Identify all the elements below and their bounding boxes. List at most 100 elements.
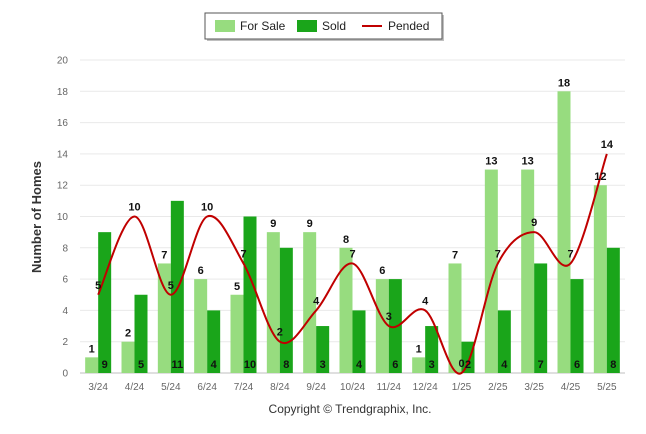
y-tick-label: 16 (57, 118, 69, 129)
legend-label-pended: Pended (388, 19, 429, 33)
x-tick-label: 7/24 (234, 382, 254, 393)
label-for-sale: 6 (379, 265, 385, 277)
x-tick-label: 6/24 (197, 382, 217, 393)
bar-sold (425, 326, 439, 373)
data-labels: 1925711645109893846613721341371861285105… (89, 77, 617, 371)
label-pended: 7 (240, 248, 246, 260)
label-pended: 0 (458, 358, 464, 370)
bar-for-sale (230, 294, 244, 373)
x-tick-label: 5/24 (161, 382, 181, 393)
y-tick-label: 12 (57, 181, 69, 192)
label-for-sale: 2 (125, 328, 131, 340)
y-tick-label: 4 (62, 306, 68, 317)
label-sold: 7 (538, 359, 544, 371)
bar-for-sale (557, 91, 571, 374)
bar-for-sale (484, 169, 498, 373)
label-pended: 5 (95, 280, 101, 292)
legend-swatch-sold (297, 20, 317, 32)
label-pended: 4 (422, 295, 429, 307)
label-sold: 4 (501, 359, 508, 371)
y-tick-label: 18 (57, 87, 69, 98)
copyright-text: Copyright © Trendgraphix, Inc. (269, 402, 432, 416)
x-tick-label: 12/24 (413, 382, 438, 393)
x-tick-label: 9/24 (306, 382, 326, 393)
label-for-sale: 13 (522, 156, 534, 168)
legend-label-for-sale: For Sale (240, 19, 286, 33)
y-tick-label: 14 (57, 149, 69, 160)
label-pended: 9 (531, 217, 537, 229)
bar-for-sale (266, 232, 280, 373)
x-tick-label: 5/25 (597, 382, 617, 393)
x-tick-label: 3/24 (88, 382, 108, 393)
bar-sold (207, 310, 221, 373)
x-tick-label: 4/25 (561, 382, 581, 393)
label-sold: 11 (172, 359, 184, 371)
label-sold: 4 (211, 359, 218, 371)
bar-for-sale (303, 232, 317, 373)
label-for-sale: 9 (307, 218, 313, 230)
bar-for-sale (194, 279, 208, 373)
label-for-sale: 6 (198, 265, 204, 277)
bar-sold (461, 341, 475, 373)
bar-sold (98, 232, 112, 373)
label-sold: 8 (610, 359, 616, 371)
y-tick-label: 10 (57, 212, 69, 223)
y-axis: 0 2 4 6 8 10 12 14 16 18 20 (57, 56, 69, 380)
label-pended: 10 (128, 202, 140, 214)
label-pended: 7 (567, 248, 573, 260)
x-tick-label: 8/24 (270, 382, 290, 393)
label-sold: 5 (138, 359, 144, 371)
label-sold: 8 (283, 359, 289, 371)
bar-for-sale (521, 169, 535, 373)
label-for-sale: 1 (416, 343, 422, 355)
label-pended: 3 (386, 311, 392, 323)
label-for-sale: 13 (485, 156, 497, 168)
label-for-sale: 18 (558, 77, 570, 89)
label-pended: 14 (601, 139, 614, 151)
label-for-sale: 5 (234, 281, 240, 293)
bar-for-sale (85, 357, 99, 373)
bar-for-sale (339, 247, 353, 373)
y-tick-label: 0 (62, 369, 68, 380)
label-sold: 9 (102, 359, 108, 371)
legend-label-sold: Sold (322, 19, 346, 33)
bar-sold (606, 247, 620, 373)
x-tick-label: 4/24 (125, 382, 145, 393)
bar-sold (570, 279, 584, 373)
bar-for-sale (412, 357, 426, 373)
y-axis-title: Number of Homes (29, 161, 44, 273)
x-axis: 3/24 4/24 5/24 6/24 7/24 8/24 9/24 10/24 11/24 12… (88, 382, 617, 393)
label-sold: 3 (429, 359, 435, 371)
y-tick-label: 2 (62, 337, 68, 348)
bar-sold (134, 294, 148, 373)
y-tick-label: 6 (62, 275, 68, 286)
bar-sold (316, 326, 330, 373)
label-pended: 7 (495, 248, 501, 260)
label-sold: 4 (356, 359, 363, 371)
label-pended: 5 (168, 280, 174, 292)
pended-line (97, 153, 608, 375)
y-tick-label: 8 (62, 243, 68, 254)
x-tick-label: 2/25 (488, 382, 508, 393)
pended-line-group (97, 153, 608, 375)
bar-for-sale (448, 263, 462, 373)
bar-sold (352, 310, 366, 373)
label-pended: 7 (349, 248, 355, 260)
x-tick-label: 1/25 (452, 382, 472, 393)
bar-for-sale (593, 185, 607, 373)
legend-swatch-for-sale (215, 20, 235, 32)
bar-sold (497, 310, 511, 373)
bar-sold (534, 263, 548, 373)
legend-box (204, 12, 443, 40)
label-pended: 4 (313, 295, 320, 307)
bar-for-sale (121, 341, 135, 373)
label-sold: 6 (392, 359, 398, 371)
label-sold: 3 (320, 359, 326, 371)
label-pended: 2 (277, 327, 283, 339)
label-for-sale: 9 (270, 218, 276, 230)
label-for-sale: 7 (161, 249, 167, 261)
bar-for-sale (375, 279, 389, 373)
label-sold: 10 (244, 359, 256, 371)
label-sold: 2 (465, 359, 471, 371)
